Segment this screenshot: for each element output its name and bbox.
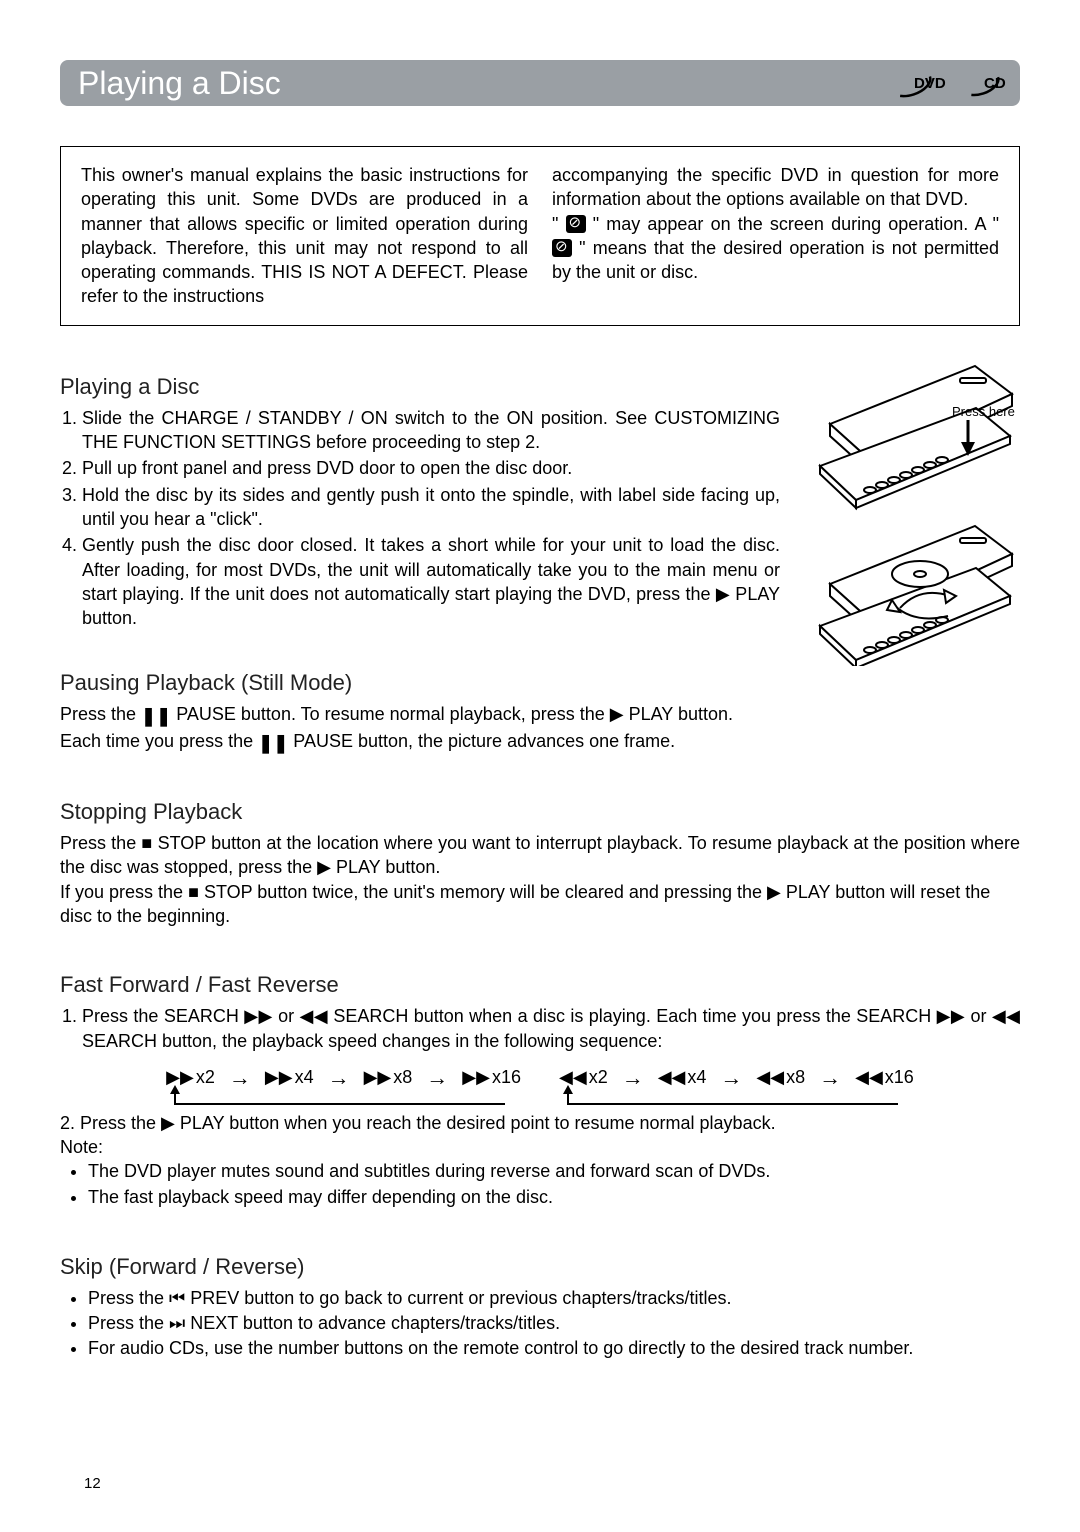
svg-text:CD: CD (984, 75, 1006, 92)
seq-reverse: ◀◀ x2 ◀◀ x4 ◀◀ x8 ◀◀ x16 (559, 1065, 914, 1105)
list-item: Press the ⏭ NEXT button to advance chapt… (88, 1311, 1020, 1336)
pause-icon: ❚❚ (258, 731, 288, 755)
disc-type-icons: DVD CD (888, 64, 1010, 102)
title-bar: Playing a Disc DVD CD (60, 60, 1020, 106)
device-open-svg: Press here (800, 356, 1020, 666)
arrow-icon (225, 1065, 255, 1091)
text: PAUSE button. To resume normal playback,… (171, 704, 733, 724)
dvd-icon: DVD (888, 64, 946, 102)
list-item: The DVD player mutes sound and subtitles… (88, 1159, 1020, 1184)
heading-playing: Playing a Disc (60, 374, 780, 400)
ff-steps: Press the SEARCH ▶▶ or ◀◀ SEARCH button … (60, 1004, 1020, 1053)
prohibit-icon (566, 215, 586, 233)
list-item: Press the ⏮ PREV button to go back to cu… (88, 1286, 1020, 1311)
seq-item: ▶▶ x16 (462, 1067, 521, 1088)
cd-icon: CD (952, 64, 1010, 102)
heading-ff: Fast Forward / Fast Reverse (60, 972, 1020, 998)
seq-item: ▶▶ x8 (364, 1067, 413, 1088)
heading-pausing: Pausing Playback (Still Mode) (60, 670, 780, 696)
text: Press the (60, 704, 141, 724)
svg-text:Press here: Press here (952, 404, 1015, 419)
ff-step2: 2. Press the ▶ PLAY button when you reac… (60, 1111, 1020, 1135)
list-item: The fast playback speed may differ depen… (88, 1185, 1020, 1210)
prohibit-icon (552, 239, 572, 257)
arrow-icon (815, 1065, 845, 1091)
heading-stopping: Stopping Playback (60, 799, 1020, 825)
text: Each time you press the (60, 731, 258, 751)
info-text: " may appear on the screen during operat… (586, 214, 999, 234)
info-box: This owner's manual explains the basic i… (60, 146, 1020, 326)
pause-icon: ❚❚ (141, 704, 171, 728)
list-item: Gently push the disc door closed. It tak… (82, 533, 780, 630)
note-label: Note: (60, 1135, 1020, 1159)
playing-steps: Slide the CHARGE / STANDBY / ON switch t… (60, 406, 780, 631)
loop-arrow-icon (174, 1093, 505, 1105)
info-text: " means that the desired operation is no… (552, 238, 999, 282)
text: PAUSE button, the picture advances one f… (288, 731, 675, 751)
arrow-icon (618, 1065, 648, 1091)
info-text: accompanying the specific DVD in questio… (552, 165, 999, 209)
seq-item: ◀◀ x16 (855, 1067, 914, 1088)
stopping-p2: If you press the ■ STOP button twice, th… (60, 880, 1020, 929)
list-item: Press the SEARCH ▶▶ or ◀◀ SEARCH button … (82, 1004, 1020, 1053)
list-item: Pull up front panel and press DVD door t… (82, 456, 780, 480)
seq-item: ◀◀ x8 (756, 1067, 805, 1088)
heading-skip: Skip (Forward / Reverse) (60, 1254, 1020, 1280)
device-illustrations: Press here (800, 356, 1020, 755)
arrow-icon (422, 1065, 452, 1091)
seq-forward: ▶▶ x2 ▶▶ x4 ▶▶ x8 ▶▶ x16 (166, 1065, 521, 1105)
info-col-1: This owner's manual explains the basic i… (81, 163, 528, 309)
pausing-p2: Each time you press the ❚❚ PAUSE button,… (60, 729, 780, 755)
speed-sequence: ▶▶ x2 ▶▶ x4 ▶▶ x8 ▶▶ x16 ◀◀ x2 ◀◀ x4 ◀◀ … (60, 1065, 1020, 1105)
list-item: Hold the disc by its sides and gently pu… (82, 483, 780, 532)
seq-item: ▶▶ x4 (265, 1067, 314, 1088)
page-number: 12 (84, 1475, 101, 1492)
seq-item: ◀◀ x4 (658, 1067, 707, 1088)
info-col-2: accompanying the specific DVD in questio… (552, 163, 999, 309)
loop-arrow-icon (567, 1093, 898, 1105)
list-item: Slide the CHARGE / STANDBY / ON switch t… (82, 406, 780, 455)
svg-text:DVD: DVD (914, 75, 946, 92)
ff-notes: The DVD player mutes sound and subtitles… (60, 1159, 1020, 1209)
pausing-p1: Press the ❚❚ PAUSE button. To resume nor… (60, 702, 780, 728)
stopping-p1: Press the ■ STOP button at the location … (60, 831, 1020, 880)
info-text: " (552, 214, 566, 234)
list-item: For audio CDs, use the number buttons on… (88, 1336, 1020, 1361)
skip-list: Press the ⏮ PREV button to go back to cu… (60, 1286, 1020, 1362)
page-title: Playing a Disc (78, 65, 281, 102)
arrow-icon (716, 1065, 746, 1091)
arrow-icon (324, 1065, 354, 1091)
